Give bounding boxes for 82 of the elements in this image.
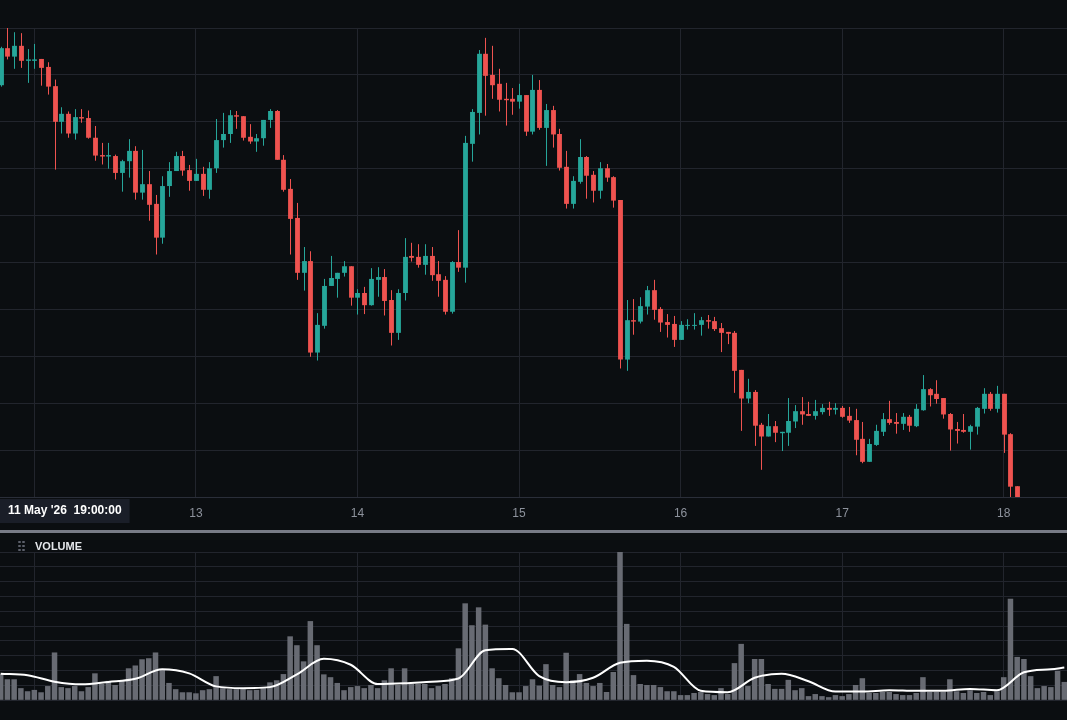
- candlestick: [120, 159, 125, 193]
- candlestick: [672, 315, 677, 348]
- candlestick: [46, 61, 51, 96]
- candlestick: [867, 438, 872, 463]
- candlestick: [416, 243, 421, 269]
- candlestick: [362, 286, 367, 315]
- candlestick: [106, 142, 111, 170]
- candlestick: [167, 161, 172, 198]
- candlestick: [147, 170, 152, 222]
- bar: [1061, 681, 1067, 700]
- candlestick: [921, 374, 926, 412]
- x-tick-label: 13: [189, 505, 203, 520]
- candlestick: [584, 155, 589, 200]
- candlestick: [894, 412, 899, 435]
- candlestick: [914, 403, 919, 428]
- candlestick: [591, 170, 596, 203]
- candlestick: [221, 112, 226, 149]
- candlestick: [968, 424, 973, 451]
- candlestick: [544, 103, 549, 167]
- text: 11 May '26 19:00:00: [8, 503, 122, 518]
- candlestick: [73, 108, 78, 141]
- candlestick: [140, 149, 145, 201]
- x-tick-label: 18: [997, 505, 1011, 520]
- candlestick: [975, 406, 980, 436]
- candlestick: [995, 385, 1000, 414]
- candlestick: [423, 243, 428, 276]
- candlestick: [719, 322, 724, 353]
- x-tick-label: 16: [673, 505, 688, 520]
- candlestick: [12, 31, 17, 70]
- candlestick: [598, 161, 603, 200]
- candlestick: [631, 298, 636, 336]
- candlestick: [207, 161, 212, 200]
- candlestick: [39, 58, 44, 87]
- candlestick: [773, 420, 778, 443]
- candlestick: [5, 28, 10, 60]
- candlestick: [180, 150, 185, 177]
- candlestick: [113, 154, 118, 180]
- candlestick: [86, 110, 91, 140]
- candlestick: [100, 142, 105, 165]
- candlestick: [187, 164, 192, 192]
- candlestick: [490, 45, 495, 100]
- candlestick: [517, 83, 522, 110]
- candlestick: [382, 268, 387, 316]
- candlestick: [982, 387, 987, 415]
- candlestick: [261, 119, 266, 147]
- candlestick: [127, 138, 132, 179]
- candlestick: [638, 296, 643, 324]
- candlestick: [241, 115, 246, 142]
- candlestick: [93, 125, 98, 162]
- candlestick: [59, 106, 64, 135]
- x-tick-label: 17: [835, 505, 850, 520]
- candlestick: [881, 412, 886, 437]
- candlestick: [201, 166, 206, 197]
- candlestick: [800, 396, 805, 426]
- candlestick: [19, 32, 24, 69]
- chart-title: VOLUME: [35, 540, 83, 553]
- candlestick: [571, 175, 576, 210]
- candlestick: [456, 229, 461, 273]
- candlestick: [948, 412, 953, 452]
- candlestick: [988, 391, 993, 412]
- candlestick: [302, 246, 307, 292]
- candlestick: [194, 158, 199, 182]
- candlestick: [228, 109, 233, 144]
- candlestick: [483, 37, 488, 117]
- candlestick: [699, 316, 704, 337]
- candlestick: [813, 399, 818, 421]
- x-tick-label: 15: [512, 505, 527, 520]
- candlestick: [376, 266, 381, 298]
- candlestick: [355, 288, 360, 316]
- x-tick-label: 14: [350, 505, 365, 520]
- candlestick: [874, 424, 879, 447]
- candlestick: [645, 285, 650, 316]
- candlestick: [66, 110, 71, 139]
- candlestick: [941, 397, 946, 420]
- candlestick: [746, 378, 751, 404]
- candlestick: [268, 108, 273, 129]
- candlestick: [887, 400, 892, 426]
- candlestick: [692, 312, 697, 331]
- candlestick: [497, 68, 502, 112]
- candlestick: [665, 313, 670, 339]
- candlestick: [409, 242, 414, 263]
- candlestick: [793, 404, 798, 429]
